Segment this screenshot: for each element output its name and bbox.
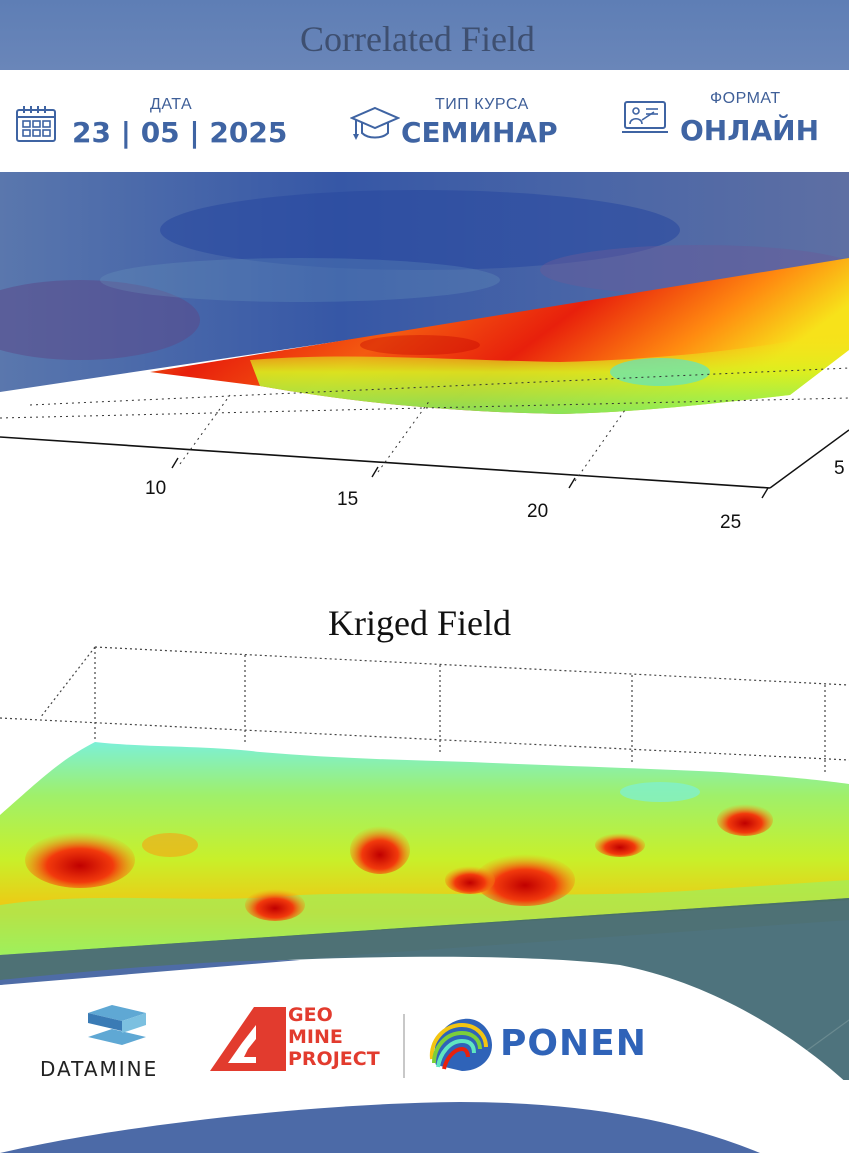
tick-label-5: 5 — [834, 458, 845, 479]
ponen-logo: PONEN — [428, 1015, 646, 1075]
course-type-info: ТИП КУРСА СЕМИНАР — [340, 70, 590, 172]
geo-mine-project-logo: GEO MINE PROJECT — [208, 1004, 388, 1075]
tick-label-25: 25 — [720, 512, 742, 533]
course-info-bar: ДАТА 23 | 05 | 2025 ТИП КУРСА СЕМИНАР — [0, 70, 849, 172]
geo-mine-project-line-3: PROJECT — [288, 1048, 380, 1070]
format-value: ОНЛАЙН — [680, 114, 820, 147]
datamine-logo: DATAMINE — [40, 1005, 195, 1081]
ponen-wordmark: PONEN — [500, 1023, 647, 1064]
date-value: 23 | 05 | 2025 — [72, 116, 288, 149]
tick-label-20: 20 — [527, 501, 549, 522]
geo-mine-project-line-2: MINE — [288, 1026, 343, 1048]
logo-divider — [403, 1014, 405, 1078]
geo-mine-project-line-1: GEO — [288, 1004, 333, 1026]
correlated-field-title: Correlated Field — [300, 19, 535, 59]
date-info: ДАТА 23 | 05 | 2025 — [0, 70, 300, 172]
format-info: ФОРМАТ ОНЛАЙН — [615, 70, 849, 172]
format-label: ФОРМАТ — [710, 90, 781, 107]
date-label: ДАТА — [150, 96, 193, 113]
course-type-label: ТИП КУРСА — [435, 96, 529, 113]
kriged-field-title: Kriged Field — [328, 603, 511, 643]
course-type-value: СЕМИНАР — [401, 116, 558, 149]
geo-mine-project-mark-icon — [210, 1007, 286, 1071]
datamine-wordmark: DATAMINE — [40, 1057, 159, 1081]
datamine-mark-icon — [88, 1005, 146, 1045]
calendar-icon — [15, 105, 57, 143]
graduation-cap-icon — [350, 104, 400, 144]
presentation-screen-icon — [622, 100, 668, 136]
tick-label-15: 15 — [337, 489, 359, 510]
tick-label-10: 10 — [145, 478, 167, 499]
ponen-mark-icon — [429, 1018, 492, 1071]
